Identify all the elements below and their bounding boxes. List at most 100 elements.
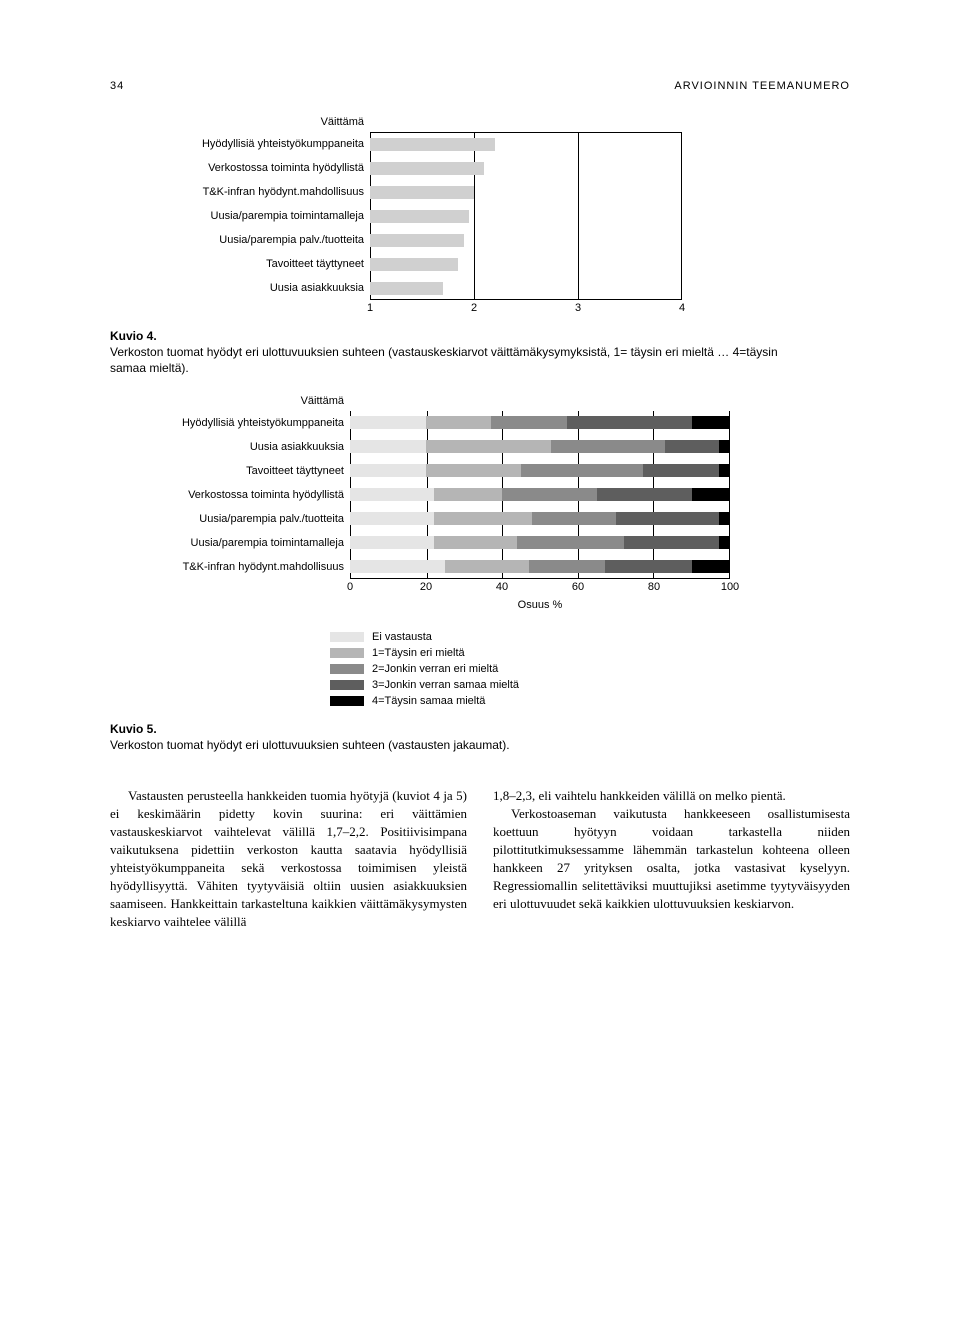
page-header: 34 ARVIOINNIN TEEMANUMERO [110,80,850,92]
kuvio5-caption-text: Verkoston tuomat hyödyt eri ulottuvuuksi… [110,737,780,753]
legend-item: 3=Jonkin verran samaa mieltä [330,677,850,693]
kuvio5-bar-segment [434,536,518,549]
kuvio4-xtick: 1 [367,302,373,314]
kuvio5-plot: 020406080100 Osuus % [350,411,730,611]
kuvio5-axis: 020406080100 [350,579,730,595]
kuvio5-bar-segment [692,560,730,573]
kuvio5-xtick: 100 [721,581,739,593]
body-col-left: Vastausten perusteella hankkeiden tuomia… [110,787,467,931]
kuvio5-bar-segment [665,440,718,453]
kuvio5-bar-segment [350,440,426,453]
kuvio4-category-label: Uusia asiakkuuksia [160,276,370,300]
kuvio5-xtick: 80 [648,581,660,593]
kuvio4-category-label: Hyödyllisiä yhteistyökumppaneita [160,132,370,156]
kuvio4-label: Kuvio 4. [110,328,178,344]
kuvio5-bar-segment [517,536,623,549]
kuvio4-category-label: Tavoitteet täyttyneet [160,252,370,276]
kuvio5-label: Kuvio 5. [110,721,178,737]
kuvio5-bar-segment [624,536,719,549]
kuvio4-xtick: 2 [471,302,477,314]
kuvio5-bar-segment [426,464,521,477]
kuvio5-chart: VäittämäHyödyllisiä yhteistyökumppaneita… [140,411,850,611]
body-text: Vastausten perusteella hankkeiden tuomia… [110,787,850,931]
kuvio5-bar-segment [350,464,426,477]
kuvio5-category-label: Uusia/parempia palv./tuotteita [140,507,350,531]
kuvio5-bar-segment [551,440,665,453]
kuvio5-bar-segment [350,488,434,501]
kuvio5-category-label: Verkostossa toiminta hyödyllistä [140,483,350,507]
kuvio4-bar [370,186,474,199]
kuvio4-xtick: 3 [575,302,581,314]
legend-label: 4=Täysin samaa mieltä [372,695,485,707]
kuvio5-bar-segment [597,488,692,501]
kuvio5-bar-segment [350,512,434,525]
kuvio5-bar-segment [434,488,502,501]
kuvio5-bar-segment [719,512,730,525]
kuvio4-bars [370,132,682,300]
legend-swatch [330,632,364,642]
kuvio5-bar-segment [426,416,491,429]
legend-swatch [330,696,364,706]
legend-item: 1=Täysin eri mieltä [330,645,850,661]
kuvio5-bar-segment [567,416,692,429]
kuvio5-bar-segment [521,464,643,477]
kuvio4-bar [370,234,464,247]
body-col-right: 1,8–2,3, eli vaihtelu hankkeiden välillä… [493,787,850,931]
kuvio5-bar-segment [616,512,719,525]
kuvio5-category-label: Uusia/parempia toimintamalleja [140,531,350,555]
kuvio5-legend: Ei vastausta 1=Täysin eri mieltä 2=Jonkin … [330,629,850,709]
kuvio4-plot: 1 2 3 4 [370,132,682,316]
kuvio4-bar [370,282,443,295]
legend-label: 3=Jonkin verran samaa mieltä [372,679,519,691]
kuvio5-category-label: Uusia asiakkuuksia [140,435,350,459]
kuvio5-xtick: 20 [420,581,432,593]
body-right-para: Verkostoaseman vaikutusta hankkeeseen os… [493,805,850,913]
kuvio5-bar-segment [491,416,567,429]
kuvio5-bar-segment [426,440,551,453]
legend-label: 2=Jonkin verran eri mieltä [372,663,498,675]
kuvio5-xtick: 40 [496,581,508,593]
body-right-para: 1,8–2,3, eli vaihtelu hankkeiden välillä… [493,787,850,805]
kuvio5-bar-segment [719,536,730,549]
kuvio4-bar [370,258,458,271]
kuvio5-bar-segment [605,560,692,573]
kuvio4-category-label: Uusia/parempia toimintamalleja [160,204,370,228]
kuvio4-bar [370,210,469,223]
kuvio5-category-label: Tavoitteet täyttyneet [140,459,350,483]
kuvio5-bar-segment [445,560,529,573]
kuvio4-axis: 1 2 3 4 [370,300,682,316]
kuvio4-caption-text: Verkoston tuomat hyödyt eri ulottuvuuksi… [110,344,780,376]
kuvio4-bar [370,162,484,175]
legend-swatch [330,664,364,674]
legend-label: 1=Täysin eri mieltä [372,647,465,659]
kuvio5-bar-segment [532,512,616,525]
body-left-para: Vastausten perusteella hankkeiden tuomia… [110,787,467,931]
kuvio4-category-label: Verkostossa toiminta hyödyllistä [160,156,370,180]
legend-item: 2=Jonkin verran eri mieltä [330,661,850,677]
legend-item: 4=Täysin samaa mieltä [330,693,850,709]
kuvio5-bar-segment [502,488,597,501]
legend-label: Ei vastausta [372,631,432,643]
kuvio5-labels: VäittämäHyödyllisiä yhteistyökumppaneita… [140,411,350,611]
kuvio5-xlabel: Osuus % [350,599,730,611]
kuvio5-bar-segment [719,464,730,477]
legend-swatch [330,648,364,658]
kuvio5-bar-segment [350,536,434,549]
kuvio5-bar-segment [434,512,533,525]
kuvio5-xtick: 60 [572,581,584,593]
kuvio5-xtick: 0 [347,581,353,593]
kuvio5-bar-segment [692,416,730,429]
legend-swatch [330,680,364,690]
kuvio4-bar [370,138,495,151]
kuvio5-category-label: T&K-infran hyödynt.mahdollisuus [140,555,350,579]
kuvio4-chart: VäittämäHyödyllisiä yhteistyökumppaneita… [160,132,850,316]
kuvio5-caption: Kuvio 5. Verkoston tuomat hyödyt eri ulo… [110,721,850,753]
kuvio5-bar-segment [350,560,445,573]
kuvio5-bar-segment [529,560,605,573]
kuvio4-xtick: 4 [679,302,685,314]
kuvio4-category-label: T&K-infran hyödynt.mahdollisuus [160,180,370,204]
running-head: ARVIOINNIN TEEMANUMERO [674,80,850,92]
kuvio4-caption: Kuvio 4. Verkoston tuomat hyödyt eri ulo… [110,328,850,377]
kuvio5-category-label: Hyödyllisiä yhteistyökumppaneita [140,411,350,435]
kuvio5-bars [350,411,730,579]
